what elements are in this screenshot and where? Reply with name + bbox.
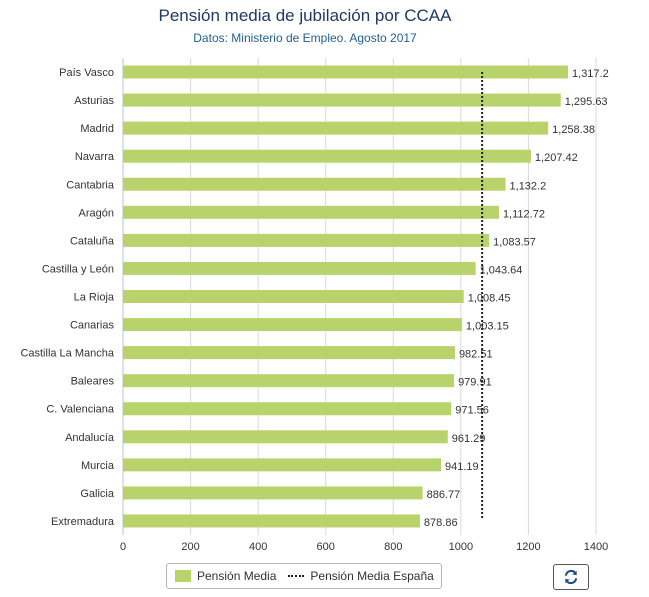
bar (123, 233, 490, 247)
bar (123, 346, 455, 360)
bar (123, 149, 531, 163)
data-label: 1,083.57 (493, 236, 536, 248)
refresh-button[interactable] (553, 564, 589, 590)
bar (123, 486, 423, 500)
bar (123, 458, 441, 472)
data-label: 941.19 (445, 461, 479, 473)
legend-swatch-bar (175, 570, 191, 582)
data-label: 982.51 (459, 349, 493, 361)
data-label: 1,043.64 (480, 264, 523, 276)
category-label: Canarias (70, 320, 115, 332)
x-tick-label: 200 (181, 541, 199, 553)
x-tick-label: 0 (120, 541, 126, 553)
bar (123, 290, 464, 303)
x-axis-ticks: 0 200 400 600 800 1000 1200 1400 (120, 541, 608, 553)
data-label: 971.56 (455, 405, 489, 417)
x-tick-label: 600 (317, 541, 335, 553)
category-label: C. Valenciana (46, 404, 115, 416)
data-labels: 1,317.2 1,295.63 1,258.38 1,207.42 1,132.2 1,… (424, 68, 609, 529)
x-tick-label: 1400 (584, 541, 608, 553)
category-label: Navarra (75, 151, 115, 163)
category-label: Andalucía (65, 432, 115, 444)
bar (123, 93, 561, 107)
bar (123, 121, 549, 135)
refresh-icon (564, 570, 578, 584)
category-label: Murcia (81, 460, 115, 472)
x-tick-label: 1200 (516, 541, 540, 553)
category-label: Cataluña (70, 235, 115, 247)
category-label: Galicia (80, 488, 115, 500)
bar (123, 205, 499, 219)
data-label: 1,258.38 (552, 124, 595, 136)
chart-subtitle: Datos: Ministerio de Empleo. Agosto 2017 (193, 31, 417, 45)
data-label: 1,317.2 (572, 68, 609, 80)
bar (123, 261, 476, 275)
data-label: 886.77 (427, 489, 461, 501)
category-label: Aragón (79, 207, 114, 219)
data-label: 979.91 (458, 377, 492, 389)
legend: Pensión Media Pensión Media España (166, 563, 442, 589)
bar (123, 318, 462, 332)
bars (123, 65, 569, 528)
data-label: 1,295.63 (565, 96, 608, 108)
bar (123, 402, 452, 416)
category-label: Baleares (71, 376, 115, 388)
bar (123, 177, 506, 191)
category-label: Cantabria (66, 179, 115, 191)
legend-item-pension-media-espana[interactable]: Pensión Media España (310, 569, 434, 583)
bar (123, 430, 448, 444)
x-tick-label: 800 (384, 541, 402, 553)
bar (123, 374, 455, 388)
bar (123, 514, 420, 528)
category-label: Castilla y León (42, 263, 114, 275)
chart-title: Pensión media de jubilación por CCAA (158, 6, 452, 25)
bar (123, 65, 569, 79)
category-label: Extremadura (51, 516, 115, 528)
category-label: La Rioja (74, 292, 115, 304)
x-tick-label: 1000 (449, 541, 473, 553)
category-label: Castilla La Mancha (20, 348, 114, 360)
category-label: Madrid (80, 123, 114, 135)
category-label: País Vasco (59, 67, 114, 79)
data-label: 1,112.72 (503, 208, 545, 220)
category-labels: País Vasco Asturias Madrid Navarra Cantabria… (20, 67, 114, 528)
data-label: 1,207.42 (535, 152, 578, 164)
legend-item-pension-media[interactable]: Pensión Media (197, 569, 277, 583)
data-label: 1,003.15 (466, 321, 509, 333)
data-label: 1,132.2 (510, 180, 547, 192)
data-label: 878.86 (424, 517, 458, 529)
data-label: 1,008.45 (468, 293, 511, 305)
grid-lines (122, 58, 597, 535)
category-label: Asturias (74, 95, 114, 107)
legend-swatch-dotted-line (288, 575, 305, 577)
data-label: 961.29 (452, 433, 486, 445)
x-tick-label: 400 (249, 541, 267, 553)
